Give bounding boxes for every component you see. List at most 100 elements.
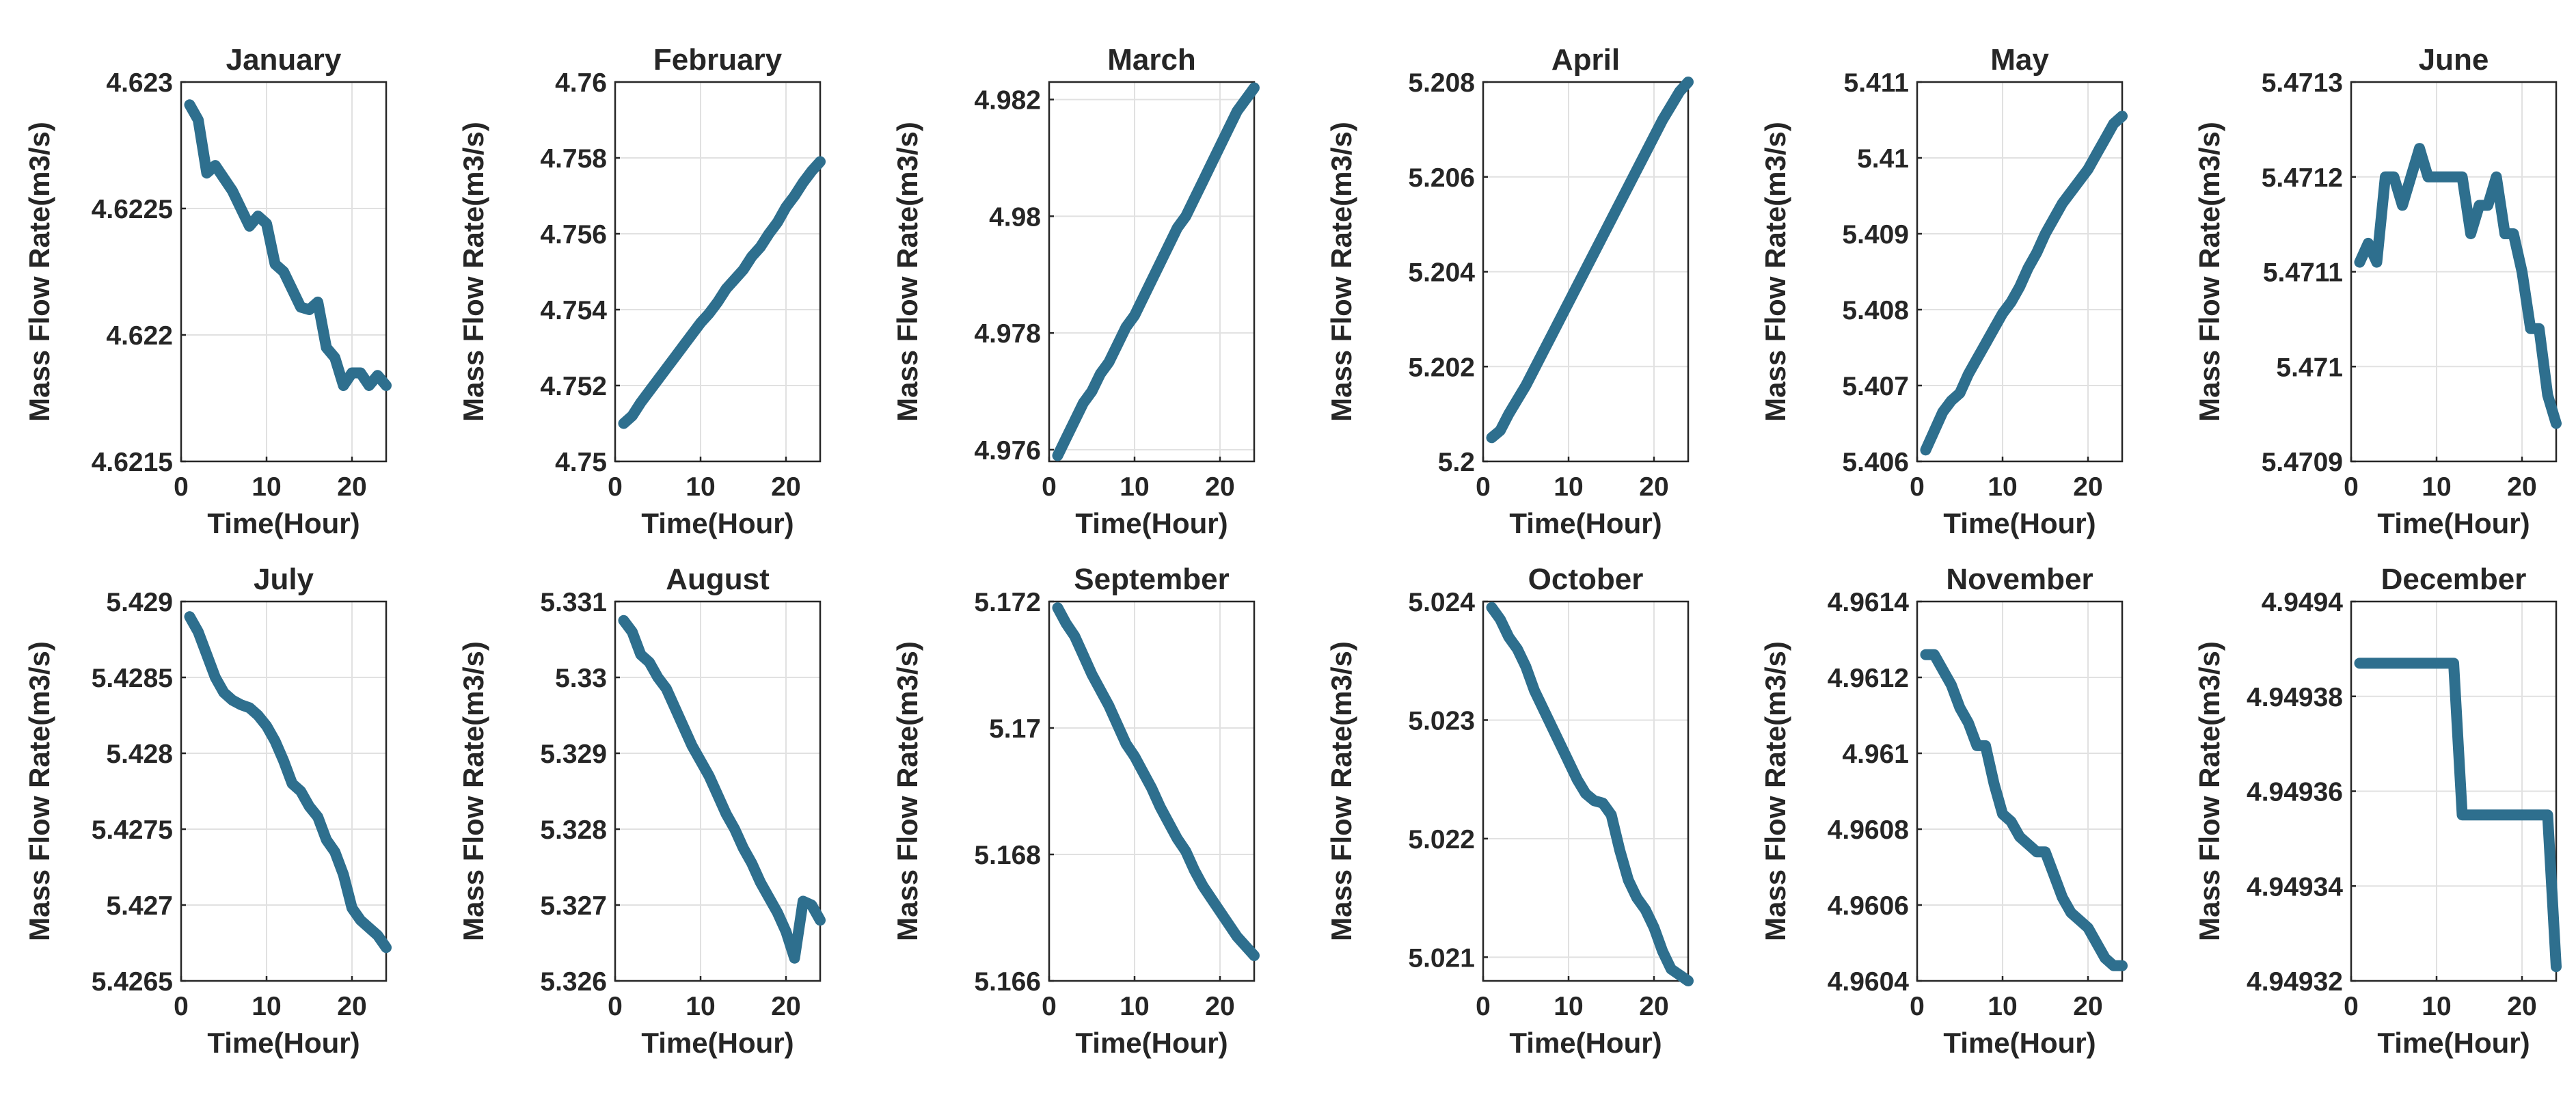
series-line <box>1920 649 2128 971</box>
x-tick-label: 10 <box>1120 992 1149 1021</box>
chart-title: February <box>653 43 783 77</box>
x-tick-label: 20 <box>771 472 800 502</box>
y-tick-label: 4.622 <box>106 321 173 351</box>
x-axis-label: Time(Hour) <box>207 507 360 539</box>
x-tick-label: 0 <box>608 992 623 1021</box>
y-tick-label: 5.4275 <box>92 815 173 845</box>
chart-panel-june: 0 10 20 5.4709 5.471 5.4711 5.4712 5.4713 June Ti… <box>2193 43 2562 539</box>
x-tick-label: 0 <box>2344 992 2359 1021</box>
y-tick-label: 5.41 <box>1857 144 1909 174</box>
y-tick-label: 4.94938 <box>2247 683 2343 712</box>
y-tick-label: 5.429 <box>106 588 173 617</box>
chart-title: December <box>2381 563 2527 596</box>
y-tick-label: 4.756 <box>540 220 607 249</box>
x-axis-label: Time(Hour) <box>641 507 794 539</box>
series-line <box>2354 658 2562 973</box>
y-tick-label: 4.9606 <box>1828 891 1909 921</box>
chart-title: March <box>1107 43 1196 77</box>
y-tick-label: 4.752 <box>540 372 607 401</box>
y-tick-label: 5.328 <box>540 815 607 845</box>
x-tick-label: 10 <box>686 992 715 1021</box>
chart-panel-september: 0 10 20 5.166 5.168 5.17 5.172 September Time(Ho… <box>891 563 1260 1059</box>
series-line <box>1920 110 2128 456</box>
x-tick-label: 20 <box>2507 472 2536 502</box>
x-axis-label: Time(Hour) <box>207 1027 360 1059</box>
series-line <box>618 615 826 964</box>
y-axis-label: Mass Flow Rate(m3/s) <box>2193 122 2225 422</box>
y-tick-label: 5.4712 <box>2262 163 2343 193</box>
y-tick-label: 4.75 <box>555 448 607 477</box>
y-tick-label: 5.409 <box>1842 220 1909 249</box>
chart-panel-july: 0 10 20 5.4265 5.427 5.4275 5.428 5.4285 5.429 Ju… <box>23 563 392 1059</box>
y-tick-label: 5.33 <box>555 664 607 693</box>
y-axis-label: Mass Flow Rate(m3/s) <box>23 122 55 422</box>
series-line <box>1052 602 1260 961</box>
x-tick-label: 10 <box>252 472 281 502</box>
y-tick-label: 4.76 <box>555 68 607 98</box>
x-tick-label: 10 <box>2422 472 2451 502</box>
y-tick-label: 4.94934 <box>2247 872 2343 902</box>
x-tick-label: 20 <box>1205 472 1234 502</box>
y-axis-label: Mass Flow Rate(m3/s) <box>1325 122 1357 422</box>
y-tick-label: 5.024 <box>1408 588 1475 617</box>
plot-area-frame <box>1916 81 2124 463</box>
chart-panel-august: 0 10 20 5.326 5.327 5.328 5.329 5.33 5.331 August… <box>457 563 826 1059</box>
x-tick-label: 10 <box>1120 472 1149 502</box>
plot-area-frame <box>614 81 822 463</box>
x-tick-label: 10 <box>252 992 281 1021</box>
chart-panel-november: 0 10 20 4.9604 4.9606 4.9608 4.961 4.9612 4.9614… <box>1759 563 2128 1059</box>
y-tick-label: 4.94932 <box>2247 967 2343 997</box>
y-tick-label: 4.94936 <box>2247 778 2343 807</box>
y-tick-label: 5.406 <box>1842 448 1909 477</box>
x-tick-label: 20 <box>2073 472 2102 502</box>
chart-panel-february: 0 10 20 4.75 4.752 4.754 4.756 4.758 4.76 Februar… <box>457 43 826 539</box>
x-axis-label: Time(Hour) <box>1943 507 2096 539</box>
chart-panel-january: 0 10 20 4.6215 4.622 4.6225 4.623 January Time(H… <box>23 43 392 539</box>
y-tick-label: 5.4709 <box>2262 448 2343 477</box>
chart-title: April <box>1551 43 1620 77</box>
x-tick-label: 20 <box>1639 992 1668 1021</box>
x-tick-label: 10 <box>1988 472 2017 502</box>
x-tick-label: 20 <box>2073 992 2102 1021</box>
x-tick-label: 20 <box>1639 472 1668 502</box>
y-tick-label: 5.407 <box>1842 372 1909 401</box>
series-line <box>2354 143 2562 429</box>
chart-panel-march: 0 10 20 4.976 4.978 4.98 4.982 March Time(Hour) M… <box>891 43 1260 539</box>
x-tick-label: 0 <box>1042 992 1057 1021</box>
chart-title: November <box>1946 563 2093 596</box>
y-tick-label: 4.978 <box>974 319 1041 349</box>
x-tick-label: 0 <box>1910 992 1925 1021</box>
y-tick-label: 5.4285 <box>92 664 173 693</box>
y-tick-label: 5.168 <box>974 841 1041 870</box>
plot-area-frame <box>1048 81 1256 463</box>
y-tick-label: 5.204 <box>1408 258 1475 288</box>
series-line <box>1486 77 1694 444</box>
chart-panel-december: 0 10 20 4.94932 4.94934 4.94936 4.94938 4.9494 D… <box>2193 563 2562 1059</box>
y-tick-label: 5.411 <box>1844 68 1909 98</box>
series-line <box>1486 602 1694 986</box>
y-tick-label: 5.4711 <box>2263 258 2343 288</box>
x-tick-label: 20 <box>337 992 366 1021</box>
plot-area-frame <box>180 600 388 982</box>
y-axis-label: Mass Flow Rate(m3/s) <box>457 641 489 941</box>
series-line <box>184 611 392 954</box>
x-tick-label: 20 <box>771 992 800 1021</box>
y-axis-label: Mass Flow Rate(m3/s) <box>1759 641 1791 941</box>
x-axis-label: Time(Hour) <box>2377 507 2530 539</box>
series-line <box>1052 82 1260 461</box>
y-tick-label: 4.6215 <box>92 448 173 477</box>
x-tick-label: 10 <box>1554 472 1583 502</box>
chart-panel-may: 0 10 20 5.406 5.407 5.408 5.409 5.41 5.411 May Tim… <box>1759 43 2128 539</box>
y-axis-label: Mass Flow Rate(m3/s) <box>891 641 923 941</box>
y-tick-label: 5.166 <box>974 967 1041 997</box>
x-tick-label: 0 <box>1910 472 1925 502</box>
y-tick-label: 4.758 <box>540 144 607 174</box>
plot-area-frame <box>1482 600 1690 982</box>
plot-area-frame <box>1048 600 1256 982</box>
y-tick-label: 5.022 <box>1408 825 1475 854</box>
y-tick-label: 5.471 <box>2276 353 2343 382</box>
x-tick-label: 10 <box>686 472 715 502</box>
y-tick-label: 5.202 <box>1408 353 1475 382</box>
x-tick-label: 0 <box>1042 472 1057 502</box>
